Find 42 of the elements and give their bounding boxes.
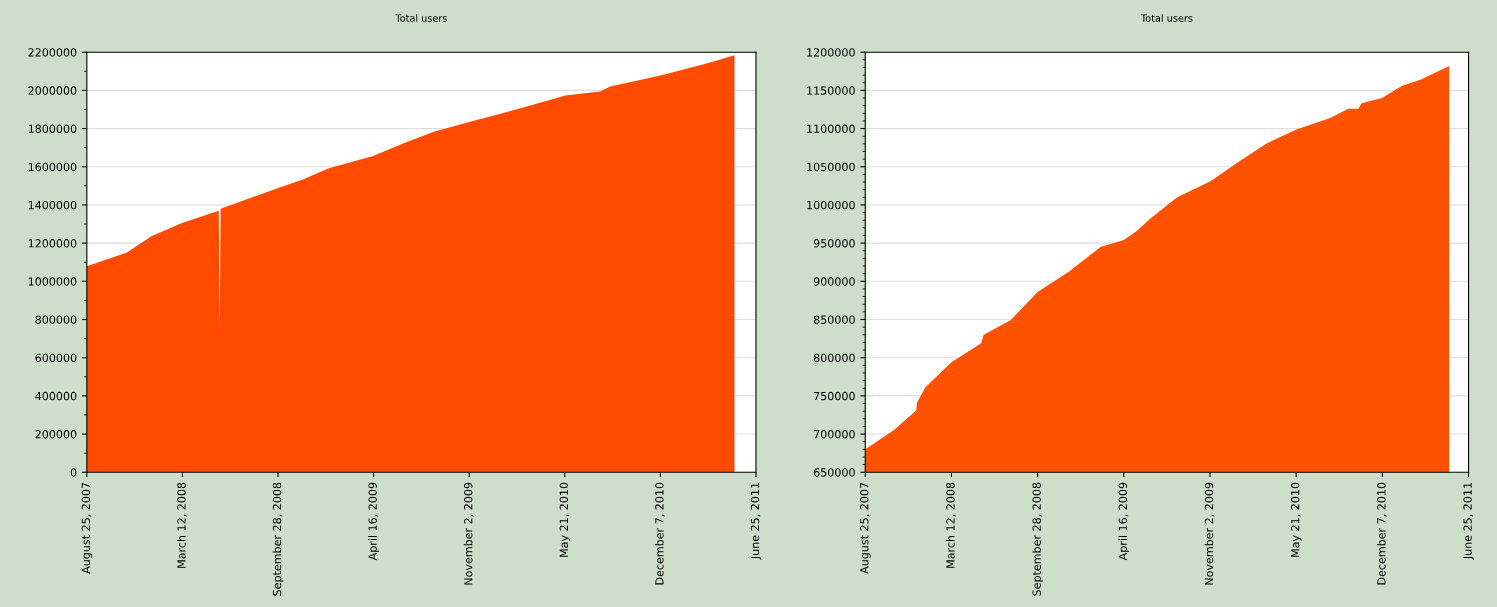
- y-tick-label: 1800000: [28, 124, 77, 133]
- x-tick-label: April 16, 2009: [1118, 482, 1130, 561]
- x-tick-label: August 25, 2007: [860, 482, 871, 574]
- x-tick-label: November 2, 2009: [463, 482, 474, 585]
- x-tick-label: May 21, 2010: [559, 482, 571, 557]
- x-tick-label: September 28, 2008: [1032, 482, 1044, 596]
- y-tick-label: 800000: [813, 353, 855, 363]
- y-tick-label: 1200000: [807, 48, 855, 57]
- y-tick-label: 2000000: [28, 86, 77, 95]
- y-tick-label: 700000: [814, 430, 855, 439]
- y-tick-label: 650000: [813, 468, 855, 477]
- y-tick-label: 2200000: [28, 48, 77, 57]
- x-tick-label: May 21, 2010: [1291, 482, 1302, 557]
- y-tick-label: 1200000: [28, 239, 77, 248]
- x-tick-label: August 25, 2007: [81, 482, 93, 574]
- y-tick-label: 200000: [35, 430, 77, 439]
- y-tick-label: 0: [70, 468, 77, 477]
- y-tick-label: 1400000: [28, 200, 77, 210]
- y-tick-label: 1150000: [807, 86, 855, 95]
- y-tick-label: 750000: [814, 391, 855, 401]
- y-tick-label: 1000000: [28, 277, 77, 286]
- y-tick-label: 1600000: [28, 162, 77, 172]
- chart-title: Total users: [395, 14, 447, 22]
- chart-title: Total users: [1140, 14, 1193, 22]
- y-tick-label: 1000000: [807, 200, 855, 210]
- x-tick-label: June 25, 2011: [1463, 482, 1474, 560]
- y-tick-label: 850000: [813, 315, 855, 324]
- y-tick-label: 950000: [813, 239, 855, 248]
- x-tick-label: November 2, 2009: [1204, 482, 1215, 585]
- y-tick-label: 1100000: [807, 124, 855, 133]
- y-tick-label: 900000: [813, 277, 855, 286]
- y-tick-label: 600000: [35, 353, 77, 363]
- y-tick-label: 800000: [35, 315, 77, 324]
- x-tick-label: September 28, 2008: [272, 482, 284, 596]
- x-tick-label: June 25, 2011: [750, 482, 762, 560]
- x-tick-label: March 12, 2008: [177, 482, 187, 568]
- y-tick-label: 1050000: [807, 162, 855, 172]
- y-tick-label: 400000: [35, 391, 77, 401]
- x-tick-label: December 7, 2010: [1377, 482, 1387, 585]
- x-tick-label: April 16, 2009: [368, 482, 379, 561]
- x-tick-label: December 7, 2010: [655, 482, 665, 585]
- x-tick-label: March 12, 2008: [946, 482, 956, 568]
